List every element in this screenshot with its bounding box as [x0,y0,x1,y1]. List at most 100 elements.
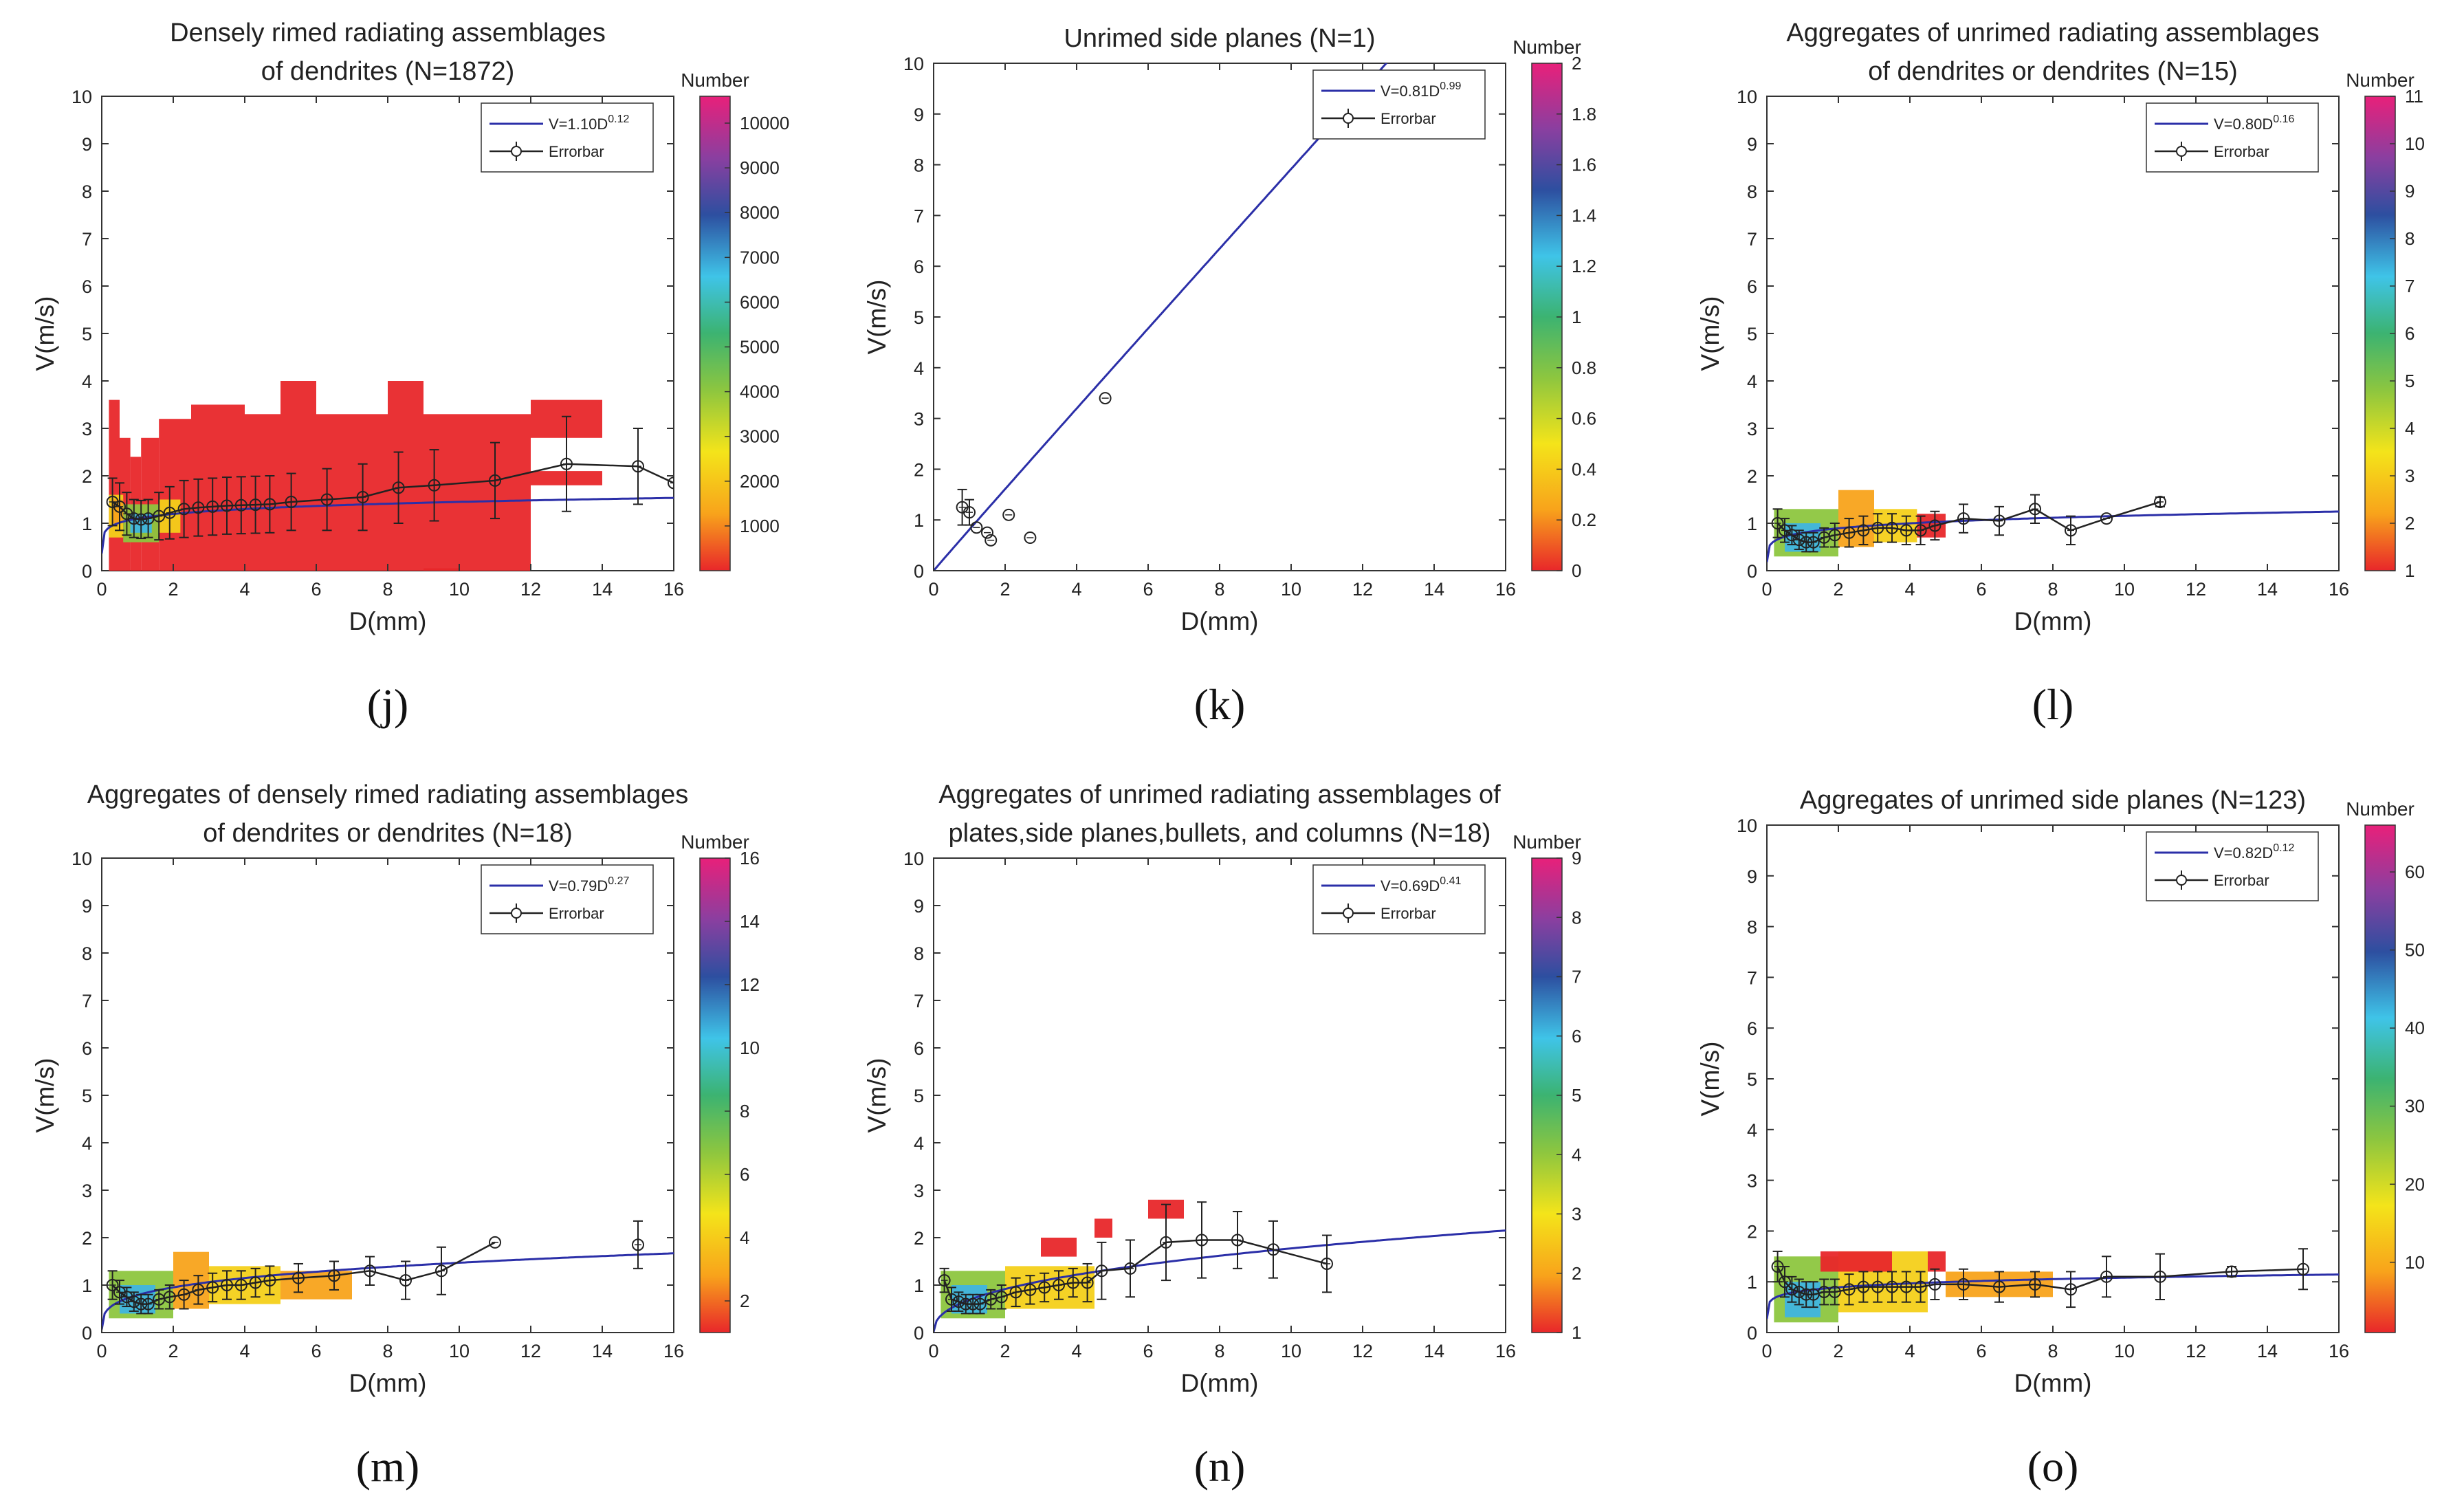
colorbar-tick-label: 0.8 [1572,358,1596,378]
fit-curve [102,496,674,554]
density-cell [280,381,316,571]
legend-fit-exponent: 0.12 [608,113,629,125]
plot-contents [1767,490,2339,562]
colorbar-title: Number [2346,69,2414,91]
colorbar-tick-label: 6000 [740,292,780,312]
legend-errorbar-label: Errorbar [2214,143,2269,160]
panel-caption: (o) [2027,1442,2079,1491]
colorbar-tick-label: 6 [2405,323,2414,344]
y-tick-label: 2 [914,1228,924,1249]
data-point [1792,534,1805,547]
colorbar-tick-label: 7 [1572,967,1581,987]
density-cell [245,414,280,571]
density-cell [1928,1251,1946,1272]
density-cell [1094,1218,1112,1238]
x-axis-label: D(mm) [2014,607,2091,635]
x-tick-label: 2 [1000,579,1010,600]
y-tick-label: 1 [1747,1272,1757,1293]
data-point [1066,1276,1079,1289]
plot-area [1766,824,2340,1333]
y-tick-label: 2 [82,466,92,487]
density-cell [191,404,245,571]
data-point [1993,514,2005,527]
density-cell [1820,1251,1892,1272]
colorbar-tick-label: 30 [2405,1096,2425,1117]
legend-fit-exponent: 0.41 [1440,875,1461,887]
y-tick-label: 7 [914,991,924,1011]
data-point [285,495,298,508]
density-cell [424,414,531,571]
data-point [970,521,983,534]
legend-errorbar-swatch-marker [2176,875,2187,886]
legend-fit-prefix: V=1.10D [549,116,608,133]
x-tick-label: 10 [449,579,470,600]
colorbar-tick-label: 1 [2405,560,2414,581]
data-point [1871,1280,1884,1293]
data-point [2065,524,2077,537]
y-tick-label: 5 [82,1086,92,1106]
y-tick-label: 9 [82,896,92,917]
x-tick-label: 12 [520,579,541,600]
colorbar-tick-label: 50 [2405,940,2425,961]
y-tick-label: 9 [1747,134,1757,155]
colorbar-tick-label: 1.4 [1572,205,1596,226]
x-tick-label: 6 [311,579,321,600]
x-tick-label: 10 [2114,1341,2135,1361]
x-tick-label: 4 [1071,1341,1081,1361]
x-tick-label: 6 [311,1341,321,1361]
x-axis-label: D(mm) [1180,1369,1258,1397]
x-tick-label: 12 [1352,1341,1373,1361]
x-tick-label: 4 [1904,1341,1915,1361]
x-tick-label: 16 [2329,1341,2349,1361]
panel-title: plates,side planes,bullets, and columns … [949,819,1491,848]
panel-caption: (m) [356,1442,419,1491]
x-tick-label: 2 [168,1341,178,1361]
panel-title: of dendrites or dendrites (N=18) [203,819,573,848]
colorbar-tick-label: 6 [1572,1026,1581,1047]
colorbar-tick-label: 2000 [740,471,780,492]
data-point [1231,1234,1244,1247]
colorbar-tick-label: 10 [2405,1252,2425,1273]
y-tick-label: 3 [82,1181,92,1201]
data-point [1828,529,1841,542]
colorbar-tick-label: 8000 [740,202,780,223]
x-tick-label: 2 [1833,1341,1843,1361]
data-point [489,1236,501,1249]
colorbar-tick-label: 1000 [740,516,780,536]
data-point [221,499,233,512]
data-point [1928,1278,1942,1291]
y-tick-label: 9 [1747,866,1757,887]
data-point [142,1297,155,1311]
panel-n: 0 2 4 6 8 10 12 14 16012345678910D(mm)V(m/s)Aggr… [863,780,1581,1491]
y-tick-label: 8 [82,182,92,202]
y-tick-label: 5 [914,1086,924,1106]
data-point [1807,536,1820,549]
x-axis-label: D(mm) [349,1369,426,1397]
y-tick-label: 4 [82,371,92,392]
colorbar-tick-label: 2 [1572,1263,1581,1284]
colorbar-tick-label: 40 [2405,1018,2425,1038]
y-tick-label: 8 [82,943,92,964]
x-tick-label: 14 [1424,1341,1444,1361]
data-point [560,457,573,470]
colorbar-tick-label: 1 [1572,307,1581,327]
plot-contents [1767,1248,2339,1323]
x-tick-label: 4 [1904,579,1915,600]
plot-contents [934,1199,1506,1333]
data-point [320,493,333,506]
data-point [1871,521,1884,534]
x-tick-label: 6 [1143,579,1153,600]
y-tick-label: 5 [82,324,92,344]
colorbar-tick-label: 9000 [740,157,780,178]
x-tick-label: 8 [2047,579,2058,600]
data-point [364,1264,376,1278]
data-point [1002,508,1015,521]
data-point [428,479,441,492]
fit-curve [934,63,1388,571]
data-point [1779,1275,1791,1289]
data-point [489,474,501,487]
panel-l: 0 2 4 6 8 10 12 14 16012345678910D(mm)V(m/s)Aggr… [1696,19,2425,729]
data-point [192,1283,205,1296]
data-point [1095,1264,1108,1278]
density-cell [1838,490,1874,547]
